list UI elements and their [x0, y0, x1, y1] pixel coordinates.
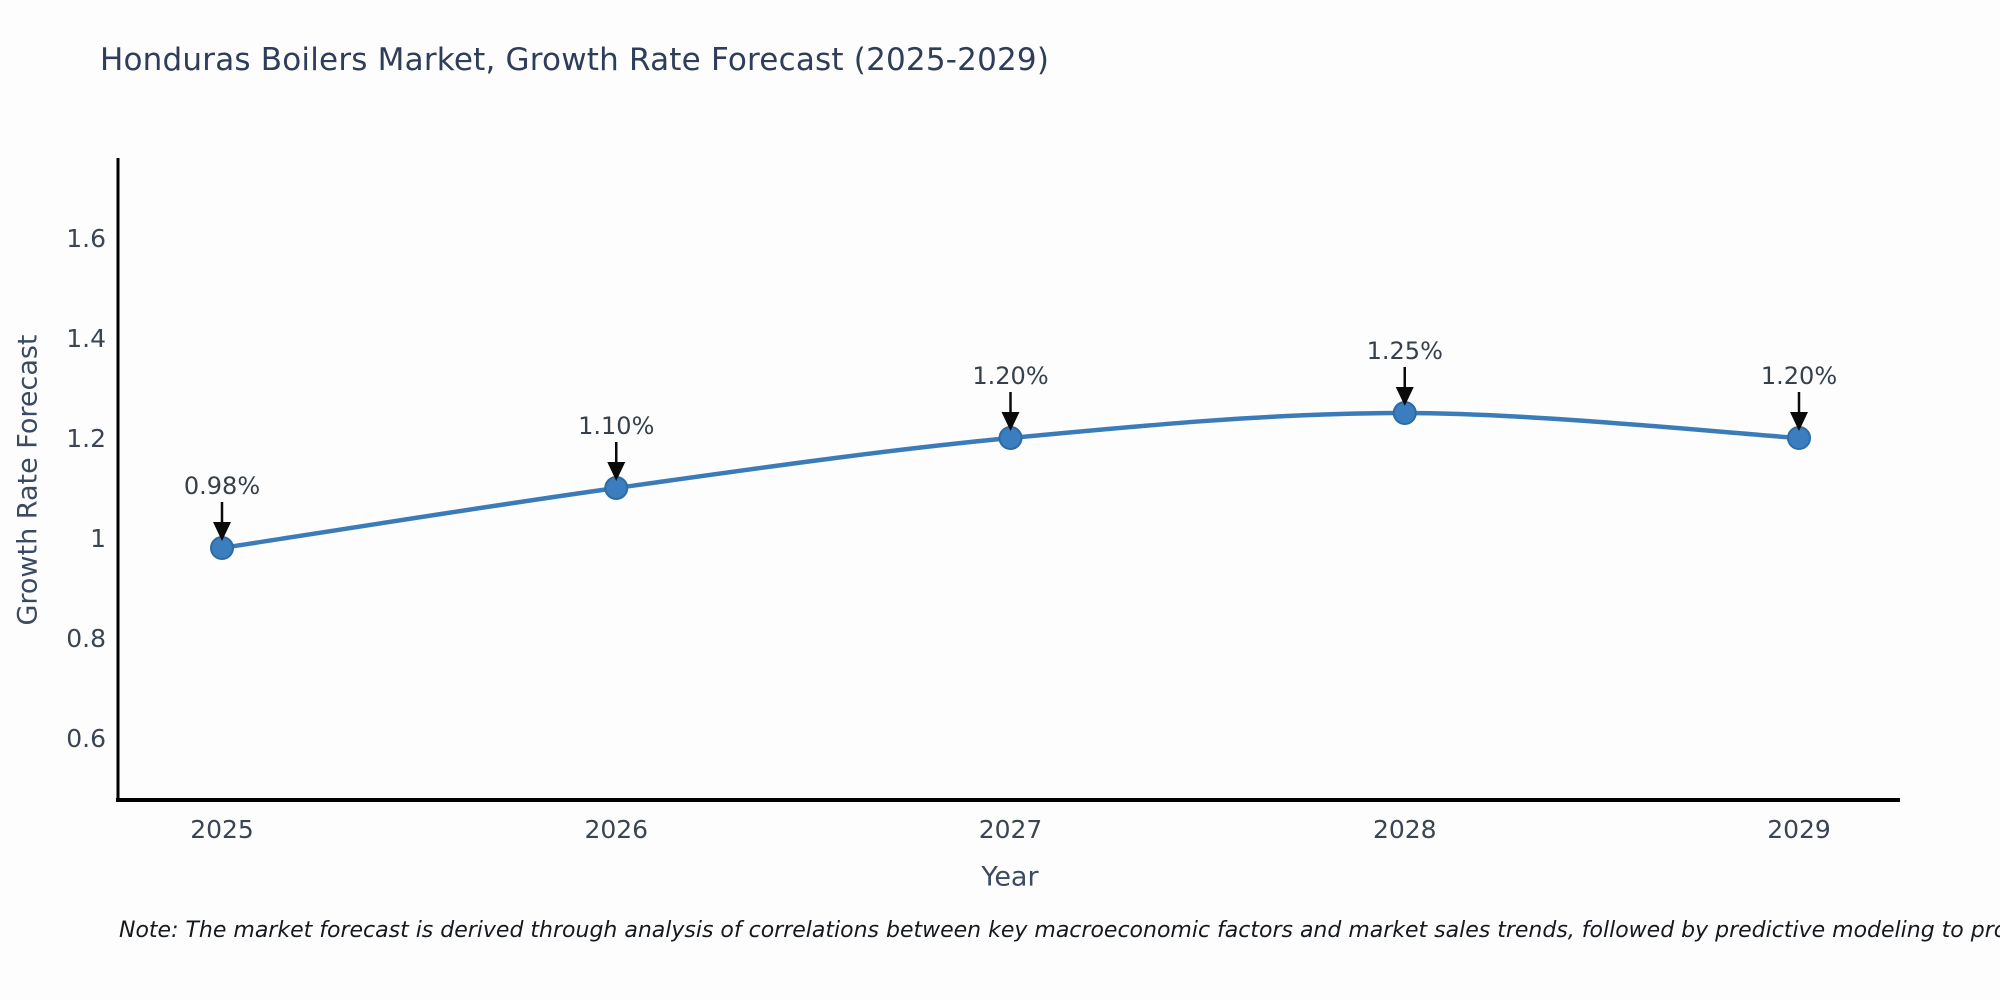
x-tick-label: 2025: [190, 815, 254, 844]
annotation-arrow-head: [213, 522, 231, 541]
x-tick-label: 2028: [1373, 815, 1437, 844]
data-point-label: 0.98%: [184, 472, 260, 500]
x-tick-label: 2029: [1767, 815, 1831, 844]
data-point-label: 1.20%: [972, 362, 1048, 390]
annotation-arrow-head: [607, 462, 626, 481]
annotation-arrow-head: [1395, 387, 1414, 406]
y-tick-label: 1.6: [66, 224, 106, 253]
chart-title: Honduras Boilers Market, Growth Rate For…: [100, 42, 1050, 78]
x-axis-title: Year: [981, 861, 1039, 893]
footnote: Note: The market forecast is derived thr…: [119, 918, 2000, 943]
annotation-arrow-head: [1001, 412, 1020, 431]
x-tick-label: 2027: [979, 815, 1043, 844]
data-point-label: 1.10%: [578, 412, 654, 440]
y-tick-label: 1.2: [66, 424, 106, 453]
y-tick-label: 0.6: [66, 724, 106, 753]
y-tick-label: 1: [90, 524, 106, 553]
y-tick-label: 1.4: [66, 324, 106, 353]
data-point-label: 1.20%: [1761, 362, 1837, 390]
x-tick-label: 2026: [584, 815, 648, 844]
data-point-label: 1.25%: [1367, 337, 1443, 365]
annotation-arrow-head: [1790, 412, 1808, 431]
y-tick-label: 0.8: [66, 624, 106, 653]
